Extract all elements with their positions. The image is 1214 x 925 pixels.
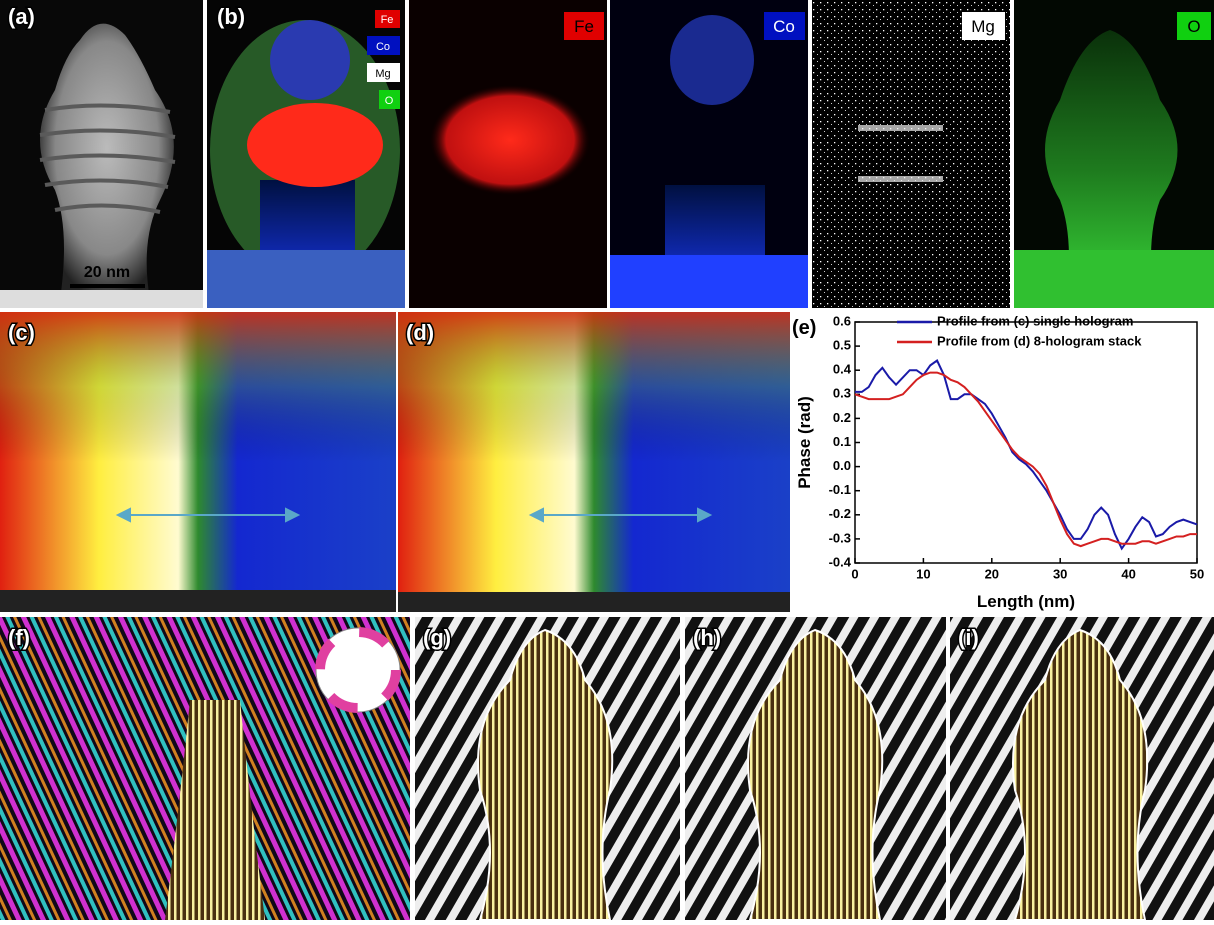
flux-lines [165,700,265,920]
panel-label: (h) [693,625,721,650]
map-tag [1177,12,1211,40]
x-tick-label: 50 [1190,566,1204,581]
particle [40,23,174,301]
profile-arrow [115,507,301,523]
y-axis-label: Phase (rad) [795,396,814,489]
legend-label: Profile from (d) 8-hologram stack [937,333,1142,348]
map-tag [764,12,805,40]
y-tick-label: 0.2 [833,410,851,425]
map-tag [962,12,1005,40]
fe-map [430,85,590,195]
panel-label: (i) [958,625,979,650]
particle-outline [747,628,884,921]
x-axis-label: Length (nm) [977,592,1075,611]
map-label: Fe [574,17,594,36]
map-label: O [1187,17,1200,36]
y-tick-label: 0.1 [833,434,851,449]
x-tick-label: 0 [851,566,858,581]
plot-frame [854,321,1198,564]
co-cap [270,20,350,100]
mg-layer [858,176,943,182]
map-label: Mg [971,17,995,36]
fe-region [247,103,383,187]
vacuum [0,590,396,612]
panel-label: (e) [792,317,816,339]
phase-top [398,312,790,462]
x-tick-label: 10 [916,566,930,581]
series-line [855,359,1198,551]
scale-bar [70,284,145,288]
y-tick-label: 0.3 [833,386,851,401]
panel-label: (d) [406,320,434,345]
y-tick-label: -0.3 [829,530,851,545]
x-tick-label: 40 [1121,566,1135,581]
y-tick-label: 0.5 [833,338,851,353]
substrate [610,255,808,308]
y-tick-label: -0.4 [829,554,852,569]
y-tick-label: 0.4 [833,362,852,377]
y-tick-label: 0.0 [833,458,851,473]
panel-mg [812,0,1010,308]
legend-label: Mg [375,68,390,80]
legend-label: Co [376,41,390,53]
panel-label: (a) [8,4,35,29]
panel-label: (f) [8,625,30,650]
map-label: Co [773,17,795,36]
vacuum [398,592,790,612]
substrate [1014,250,1214,308]
substrate [207,250,405,308]
legend-label: Fe [381,14,394,26]
legend-label: O [385,95,394,107]
y-tick-label: -0.2 [829,506,851,521]
particle-outline [477,628,614,921]
y-tick-label: -0.1 [829,482,851,497]
color-wheel-ring [315,627,401,713]
profile-arrow [528,507,713,523]
panel-label: (b) [217,4,245,29]
particle-outline [1012,628,1149,921]
x-tick-label: 30 [1053,566,1067,581]
map-tag [564,12,604,40]
stripes [39,103,176,214]
overlay-legend: Fe Co Mg O [367,10,400,109]
o-map [1045,30,1178,308]
panel-label: (c) [8,320,35,345]
mg-layer [858,125,943,131]
co-cap [670,15,754,105]
series-line [854,371,1197,548]
panel-label: (g) [423,625,451,650]
scale-bar-label: 20 nm [84,264,130,281]
phase-top [0,312,396,462]
y-tick-label: 0.6 [833,313,851,328]
substrate [0,290,203,308]
chart-e: -0.4 -0.3 -0.2 -0.1 0.0 0.1 0.2 0.3 0.4 0.5 0.6 0 10… [795,313,1204,611]
x-tick-label: 20 [985,566,999,581]
legend-label: Profile from (c) single hologram [937,313,1133,328]
